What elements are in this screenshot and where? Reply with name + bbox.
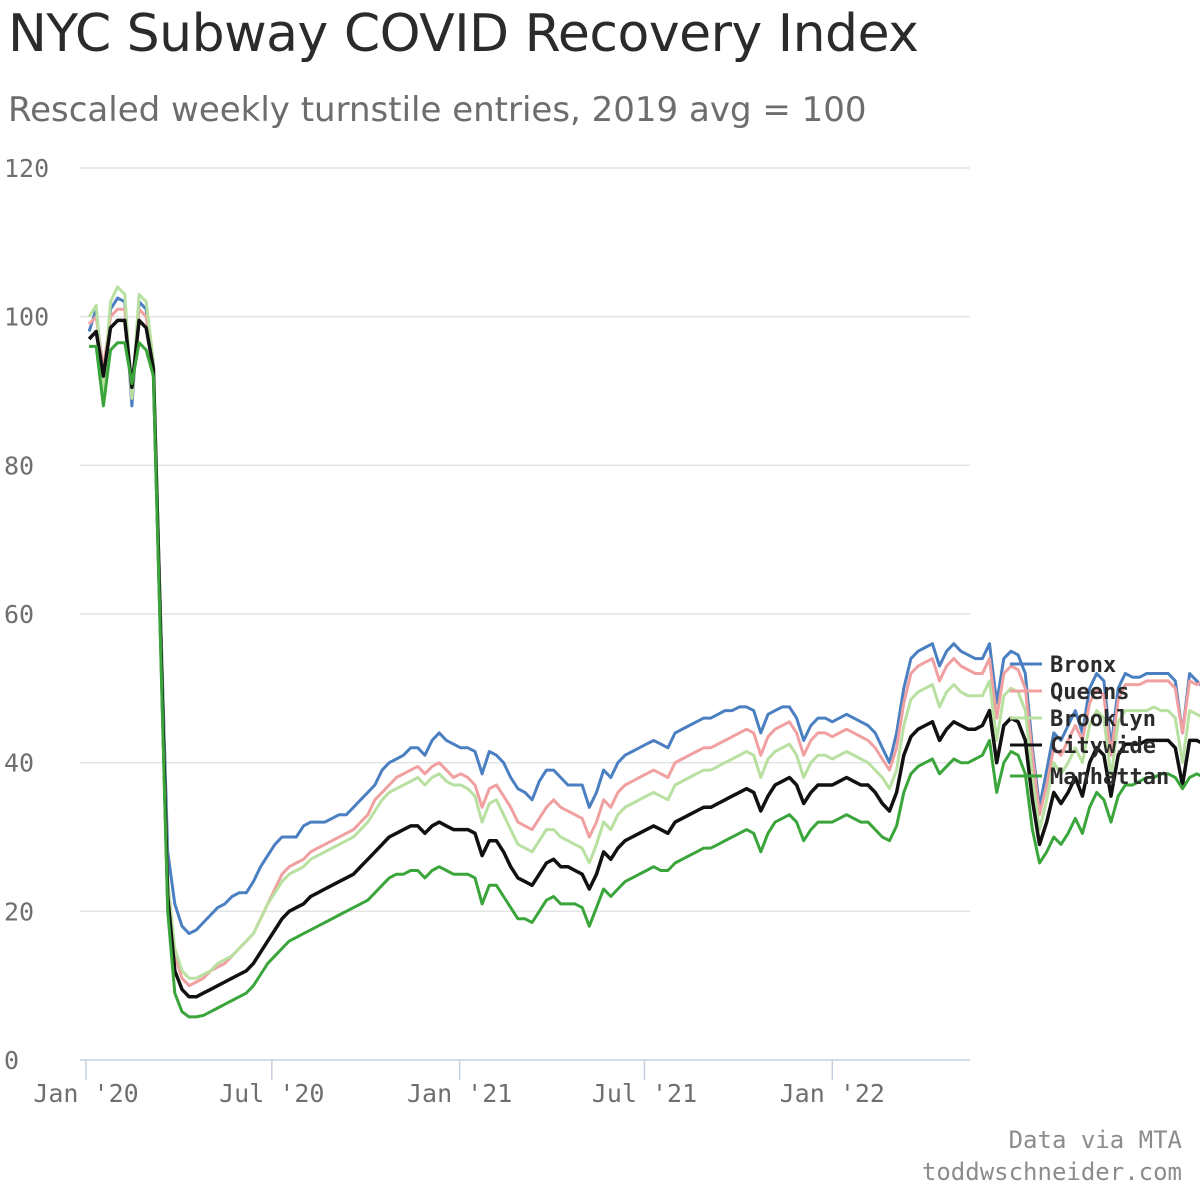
y-tick-label: 40 xyxy=(4,749,34,778)
y-tick-label: 20 xyxy=(4,897,34,926)
x-axis: Jan '20 Jul '20 Jan '21 Jul '21 Jan '22 xyxy=(33,1059,970,1108)
series-line-brooklyn xyxy=(87,285,1200,980)
y-tick-label: 0 xyxy=(4,1046,19,1075)
x-tick-label: Jul '20 xyxy=(219,1079,324,1108)
series-line-citywide xyxy=(87,318,1200,999)
legend-label-queens: Queens xyxy=(1050,680,1129,705)
series-line-queens xyxy=(88,307,1200,988)
x-tick-label: Jan '21 xyxy=(407,1079,512,1108)
y-tick-label: 120 xyxy=(4,154,49,183)
gridlines xyxy=(80,167,970,913)
chart-subtitle: Rescaled weekly turnstile entries, 2019 … xyxy=(8,90,867,130)
source-credit: Data via MTA xyxy=(1008,1126,1182,1154)
series-line-manhattan xyxy=(89,341,1200,1019)
y-axis-ticks: 0 20 40 60 80 100 120 xyxy=(4,154,49,1075)
chart-title: NYC Subway COVID Recovery Index xyxy=(8,4,919,64)
y-tick-label: 80 xyxy=(4,451,34,480)
y-tick-label: 60 xyxy=(4,600,34,629)
series-lines xyxy=(87,285,1200,1019)
x-tick-label: Jan '22 xyxy=(780,1079,885,1108)
legend-label-manhattan: Manhattan xyxy=(1050,765,1169,790)
legend-label-brooklyn: Brooklyn xyxy=(1050,707,1156,732)
legend-label-bronx: Bronx xyxy=(1050,653,1116,678)
site-credit: toddwschneider.com xyxy=(921,1158,1182,1186)
x-tick-label: Jan '20 xyxy=(33,1079,138,1108)
x-tick-label: Jul '21 xyxy=(592,1079,697,1108)
legend-label-citywide: Citywide xyxy=(1050,734,1156,759)
y-tick-label: 100 xyxy=(4,303,49,332)
